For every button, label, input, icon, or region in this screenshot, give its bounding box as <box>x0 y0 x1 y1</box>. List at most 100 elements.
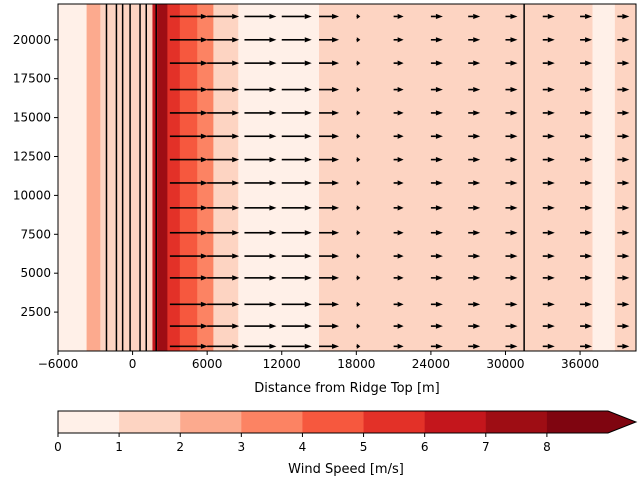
wind-arrow <box>319 60 340 66</box>
wind-arrow <box>356 13 361 20</box>
colorbar-swatch <box>180 411 242 433</box>
wind-arrow <box>430 205 443 211</box>
wind-speed-band <box>213 4 239 351</box>
wind-arrow <box>207 60 240 66</box>
wind-arrow <box>542 157 555 163</box>
wind-arrow <box>169 133 208 139</box>
wind-arrow <box>281 301 312 307</box>
wind-arrow <box>542 323 555 329</box>
colorbar-swatch <box>58 411 120 433</box>
wind-arrow <box>207 180 240 186</box>
wind-arrow <box>617 110 630 116</box>
wind-arrow <box>281 110 312 116</box>
wind-arrow <box>505 253 518 259</box>
wind-arrow <box>617 275 630 281</box>
wind-arrow <box>505 157 518 163</box>
wind-arrow <box>207 133 240 139</box>
wind-arrow <box>356 230 361 236</box>
colorbar-outline <box>57 410 638 434</box>
wind-arrow <box>468 60 481 66</box>
wind-arrow <box>319 301 340 307</box>
colorbar-swatch <box>119 411 181 433</box>
wind-arrow <box>505 60 518 66</box>
wind-arrow <box>393 230 404 236</box>
x-tick-label: 12000 <box>263 357 301 371</box>
wind-speed-band <box>58 4 88 351</box>
wind-arrow <box>430 301 443 307</box>
wind-arrow <box>505 323 518 329</box>
x-tick-label: 6000 <box>192 357 223 371</box>
wind-arrow <box>468 180 481 186</box>
wind-arrow <box>505 180 518 186</box>
wind-arrow <box>580 133 593 139</box>
wind-arrow <box>468 86 481 93</box>
wind-speed-band <box>319 4 593 351</box>
wind-arrow <box>169 37 208 43</box>
wind-arrow <box>169 180 208 186</box>
wind-arrow <box>542 13 555 20</box>
colorbar: 0 1 2 3 4 5 6 7 8 <box>54 410 638 454</box>
colorbar-tick-label: 0 <box>54 440 62 454</box>
wind-arrow <box>468 37 481 43</box>
wind-arrow <box>430 275 443 281</box>
colorbar-tick-label: 1 <box>115 440 123 454</box>
x-axis-ticks: −6000 0 6000 12000 18000 24000 30000 36000 <box>38 351 599 371</box>
wind-arrow <box>505 230 518 236</box>
colorbar-swatch <box>363 411 426 433</box>
wind-arrow <box>169 323 208 329</box>
wind-arrow <box>356 60 361 66</box>
colorbar-extend-arrow <box>608 411 636 433</box>
wind-arrow <box>244 323 277 329</box>
wind-arrow <box>617 13 630 20</box>
wind-arrow <box>468 230 481 236</box>
wind-arrow <box>580 180 593 186</box>
wind-arrow <box>319 110 340 116</box>
wind-speed-band <box>592 4 616 351</box>
x-axis-label: Distance from Ridge Top [m] <box>254 381 440 396</box>
wind-arrow <box>319 253 340 259</box>
wind-arrow <box>207 275 240 281</box>
wind-arrow <box>169 230 208 236</box>
wind-arrow <box>319 13 340 20</box>
wind-arrow <box>468 13 481 20</box>
wind-arrow <box>430 86 443 93</box>
wind-arrow <box>468 253 481 259</box>
wind-arrow <box>617 37 630 43</box>
y-tick-label: 20000 <box>13 33 51 47</box>
wind-arrow <box>505 110 518 116</box>
wind-arrow <box>580 253 593 259</box>
wind-arrow <box>542 180 555 186</box>
wind-arrow <box>505 133 518 139</box>
y-axis-ticks: 2500 5000 7500 10000 12500 15000 17500 20000 <box>13 33 58 319</box>
wind-arrow <box>319 275 340 281</box>
wind-arrow <box>617 157 630 163</box>
y-tick-label: 7500 <box>20 227 51 241</box>
wind-arrow <box>542 110 555 116</box>
wind-arrow <box>207 343 240 349</box>
wind-arrow <box>319 180 340 186</box>
wind-arrow <box>617 301 630 307</box>
wind-speed-band <box>614 4 636 351</box>
wind-arrow <box>356 157 361 163</box>
wind-speed-field <box>58 4 636 351</box>
wind-arrow <box>580 323 593 329</box>
wind-arrow <box>505 205 518 211</box>
colorbar-tick-label: 3 <box>238 440 246 454</box>
wind-arrow <box>393 205 404 211</box>
wind-arrow <box>281 275 312 281</box>
wind-arrow <box>319 157 340 163</box>
wind-arrow <box>169 110 208 116</box>
wind-speed-band <box>86 4 101 351</box>
wind-arrow <box>430 323 443 329</box>
wind-arrow <box>319 323 340 329</box>
wind-arrow <box>468 205 481 211</box>
wind-arrow <box>430 13 443 20</box>
wind-arrow <box>393 13 404 20</box>
wind-arrow <box>356 301 361 307</box>
wind-arrow <box>430 110 443 116</box>
wind-arrow <box>244 133 277 139</box>
wind-arrow <box>244 301 277 307</box>
wind-arrow <box>281 205 312 211</box>
wind-arrow <box>356 253 361 259</box>
